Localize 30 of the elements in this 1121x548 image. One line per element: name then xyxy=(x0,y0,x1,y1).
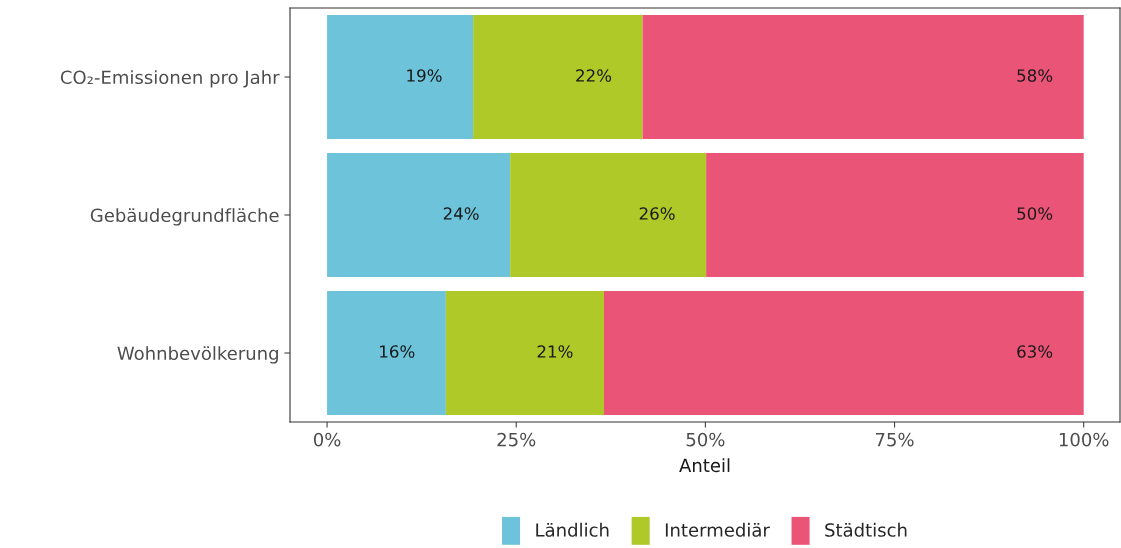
legend-label: Intermediär xyxy=(665,522,770,537)
x-tick-label: 25% xyxy=(497,432,536,447)
bar xyxy=(327,152,511,278)
data-label: 22% xyxy=(576,69,612,82)
bar xyxy=(642,14,1084,140)
bar xyxy=(473,14,643,140)
legend-label: Ländlich xyxy=(536,522,609,537)
data-label: 58% xyxy=(1017,69,1053,82)
y-tick-label: Wohnbevölkerung xyxy=(117,346,278,364)
data-label: 16% xyxy=(380,345,415,358)
data-label: 21% xyxy=(537,345,573,358)
y-tick-label: Gebäudegrundfläche xyxy=(90,208,279,226)
x-tick-label: 100% xyxy=(1059,432,1109,447)
data-label: 26% xyxy=(639,207,675,220)
data-label: 50% xyxy=(1017,207,1053,220)
bar xyxy=(706,152,1084,278)
bar xyxy=(327,14,474,140)
bar xyxy=(510,152,707,278)
bar xyxy=(603,290,1084,416)
bar xyxy=(327,290,446,416)
y-tick-label: CO₂-Emissionen pro Jahr xyxy=(60,70,280,88)
x-axis-title: Anteil xyxy=(679,458,730,473)
data-label: 63% xyxy=(1017,345,1053,358)
data-label: 24% xyxy=(443,207,479,220)
x-tick-label: 0% xyxy=(313,432,341,447)
legend-label: Städtisch xyxy=(825,522,907,537)
x-tick-label: 75% xyxy=(875,432,914,447)
data-label: 19% xyxy=(407,69,442,82)
x-tick-label: 50% xyxy=(686,432,725,447)
bar xyxy=(445,290,604,416)
